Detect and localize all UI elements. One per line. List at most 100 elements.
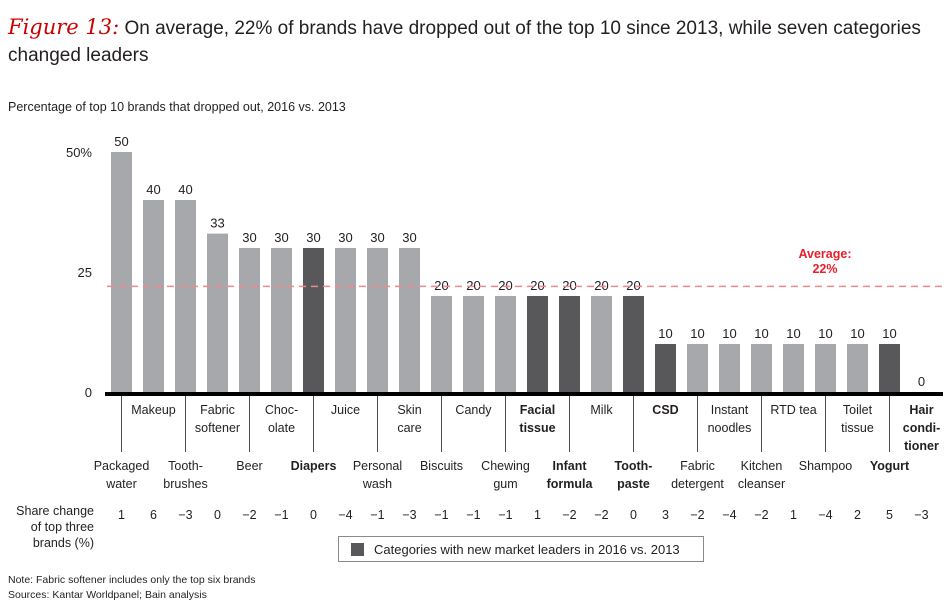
share-change-value: 6 (150, 508, 157, 522)
category-label: Fabric (680, 459, 715, 473)
bar (719, 344, 740, 392)
share-change-value: −4 (722, 508, 736, 522)
category-label: RTD tea (770, 403, 816, 417)
bar (431, 296, 452, 392)
category-label: tioner (904, 439, 939, 453)
bar-value-label: 10 (882, 326, 896, 341)
x-axis-line (105, 392, 943, 396)
average-line-group: Average:22% (107, 247, 945, 288)
bar-value-label: 20 (530, 278, 544, 293)
category-label: Toilet (843, 403, 873, 417)
share-change-value: 2 (854, 508, 861, 522)
bar-value-label: 40 (178, 182, 192, 197)
bars: 50 40 40 33 30 30 30 30 30 30 20 20 20 20 20 20 20 10 10 10… (111, 134, 925, 392)
category-label: Tooth- (168, 459, 203, 473)
bar-value-label: 10 (658, 326, 672, 341)
share-change-value: 1 (790, 508, 797, 522)
bar (207, 233, 228, 392)
category-label: paste (617, 477, 650, 491)
share-change-value: −3 (178, 508, 192, 522)
note-text: Note: Fabric softener includes only the … (8, 574, 256, 586)
category-label: Diapers (291, 459, 337, 473)
share-change-value: −4 (818, 508, 832, 522)
bar (463, 296, 484, 392)
category-label: water (105, 477, 137, 491)
share-change-value: 5 (886, 508, 893, 522)
share-change-value: −1 (498, 508, 512, 522)
bar (655, 344, 676, 392)
share-change-value: −4 (338, 508, 352, 522)
bar-value-label: 20 (626, 278, 640, 293)
category-label: Fabric (200, 403, 235, 417)
bar (335, 248, 356, 392)
category-label: CSD (652, 403, 678, 417)
bar (623, 296, 644, 392)
y-axis-ticks: 0 25 50% (66, 145, 92, 400)
bar-value-label: 30 (402, 230, 416, 245)
bar-value-label: 30 (370, 230, 384, 245)
bar-value-label: 10 (818, 326, 832, 341)
bar (815, 344, 836, 392)
bar (495, 296, 516, 392)
share-change-value: −1 (370, 508, 384, 522)
category-label: Instant (711, 403, 749, 417)
category-label: Infant (552, 459, 587, 473)
bar (239, 248, 260, 392)
share-change-value: −1 (434, 508, 448, 522)
category-label: Juice (331, 403, 360, 417)
average-label: 22% (812, 262, 837, 276)
category-label: Kitchen (741, 459, 783, 473)
legend-label: Categories with new market leaders in 20… (374, 541, 680, 557)
figure-title: Figure 13: On average, 22% of brands hav… (8, 14, 943, 69)
share-change-value: 1 (118, 508, 125, 522)
bar-value-label: 30 (338, 230, 352, 245)
share-change-value: −2 (242, 508, 256, 522)
bar-value-label: 20 (594, 278, 608, 293)
category-label: Milk (590, 403, 613, 417)
share-change-value: −2 (594, 508, 608, 522)
category-label: Beer (236, 459, 262, 473)
y-tick-label: 25 (78, 265, 92, 280)
bar (143, 200, 164, 392)
bar (271, 248, 292, 392)
share-change-value: −1 (274, 508, 288, 522)
bar (527, 296, 548, 392)
share-change-value: −3 (402, 508, 416, 522)
bar (367, 248, 388, 392)
bar (879, 344, 900, 392)
bar-value-label: 10 (850, 326, 864, 341)
category-label: noodles (708, 421, 752, 435)
share-change-value: 0 (310, 508, 317, 522)
bar (847, 344, 868, 392)
category-label: Biscuits (420, 459, 463, 473)
share-change-values: 1 6 −3 0 −2 −1 0 −4 −1 −3 −1 −1 −1 1 −2 −2 0 3 −2 −4 −2 1 −4 2 5… (118, 508, 929, 522)
share-change-value: 3 (662, 508, 669, 522)
category-label: Yogurt (870, 459, 910, 473)
category-label: softener (195, 421, 240, 435)
category-label: formula (547, 477, 594, 491)
bar (111, 152, 132, 392)
share-change-row-label: Share change of top three brands (%) (16, 504, 94, 550)
bar (687, 344, 708, 392)
bar-value-label: 10 (690, 326, 704, 341)
category-label: Packaged (94, 459, 150, 473)
footnotes: Note: Fabric softener includes only the … (8, 573, 255, 603)
bar-value-label: 0 (918, 374, 925, 389)
average-label: Average: (798, 247, 851, 261)
sources-text: Sources: Kantar Worldpanel; Bain analysi… (8, 589, 207, 601)
bar-value-label: 20 (466, 278, 480, 293)
bar-value-label: 40 (146, 182, 160, 197)
figure-title-text: On average, 22% of brands have dropped o… (8, 18, 921, 66)
category-label: cleanser (738, 477, 785, 491)
share-change-value: −2 (562, 508, 576, 522)
category-label: Chewing (481, 459, 530, 473)
category-label: olate (268, 421, 295, 435)
legend-swatch-new-leaders (351, 542, 364, 556)
bar-value-label: 10 (722, 326, 736, 341)
y-tick-label: 0 (85, 385, 92, 400)
share-change-value: 0 (630, 508, 637, 522)
category-label: tissue (841, 421, 874, 435)
category-label: Tooth- (615, 459, 653, 473)
bar-value-label: 20 (434, 278, 448, 293)
